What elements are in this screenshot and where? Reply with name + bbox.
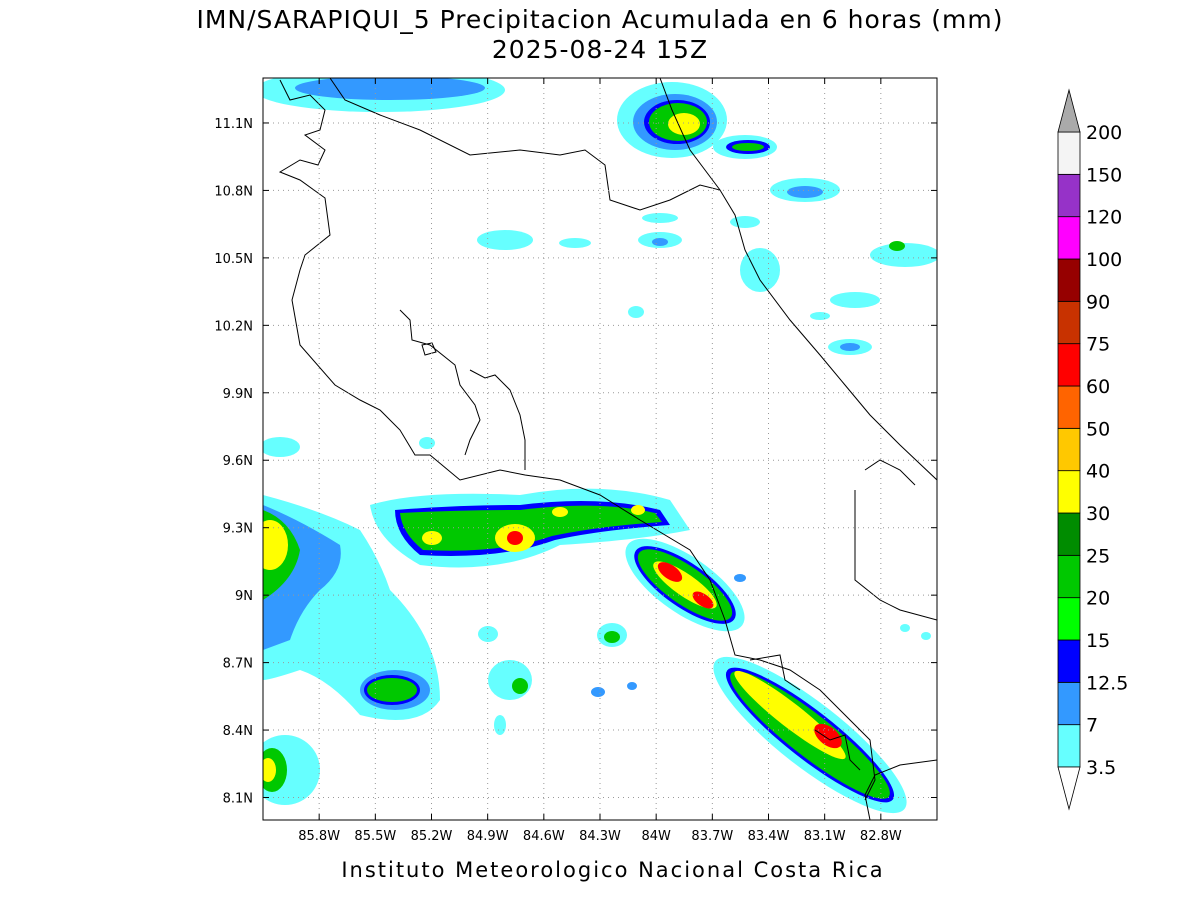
y-tick-label: 9.9N xyxy=(223,387,253,402)
colorbar-box xyxy=(1057,385,1081,429)
colorbar-box xyxy=(1057,343,1081,387)
y-tick-label: 9.3N xyxy=(223,522,253,537)
colorbar-label: 40 xyxy=(1086,461,1110,483)
colorbar-box xyxy=(1057,681,1081,726)
x-tick-label: 83.1W xyxy=(804,829,846,844)
y-tick-label: 9.6N xyxy=(223,454,253,469)
colorbar-over xyxy=(1057,88,1081,133)
x-tick-label: 83.4W xyxy=(748,829,790,844)
x-tick-label: 84.9W xyxy=(467,829,509,844)
colorbar-label: 75 xyxy=(1086,334,1110,356)
colorbar-label: 3.5 xyxy=(1086,757,1116,779)
colorbar-box xyxy=(1057,300,1081,345)
y-tick-label: 8.1N xyxy=(223,792,253,807)
x-tick-label: 84.6W xyxy=(523,829,565,844)
colorbar-label: 25 xyxy=(1086,545,1110,567)
colorbar-box xyxy=(1057,427,1081,472)
footer: Instituto Meteorologico Nacional Costa R… xyxy=(341,858,884,882)
colorbar-label: 90 xyxy=(1086,291,1110,313)
colorbar-box xyxy=(1057,639,1081,683)
colorbar-box xyxy=(1057,512,1081,556)
colorbar-box xyxy=(1057,216,1081,260)
colorbar-box xyxy=(1057,470,1081,514)
x-tick-label: 85.2W xyxy=(411,829,453,844)
colorbar-label: 30 xyxy=(1086,503,1110,525)
y-tick-label: 8.7N xyxy=(223,657,253,672)
colorbar-box xyxy=(1057,131,1081,175)
plot-frame xyxy=(262,77,938,821)
colorbar-label: 7 xyxy=(1086,715,1098,737)
y-tick-label: 10.2N xyxy=(214,319,253,334)
x-tick-label: 84W xyxy=(641,829,671,844)
title: IMN/SARAPIQUI_5 Precipitacion Acumulada … xyxy=(196,5,1003,34)
colorbar-under xyxy=(1057,766,1081,811)
colorbar-label: 15 xyxy=(1086,630,1110,652)
colorbar-box xyxy=(1057,173,1081,218)
colorbar-box xyxy=(1057,258,1081,302)
colorbar-label: 150 xyxy=(1086,164,1122,186)
x-tick-label: 82.8W xyxy=(860,829,902,844)
subtitle: 2025-08-24 15Z xyxy=(492,35,708,64)
colorbar-label: 200 xyxy=(1086,122,1122,144)
y-tick-label: 10.5N xyxy=(214,252,253,267)
precip-field xyxy=(263,78,937,814)
colorbar-box xyxy=(1057,597,1081,641)
colorbar-label: 20 xyxy=(1086,588,1110,610)
coastlines xyxy=(278,78,937,820)
x-tick-label: 84.3W xyxy=(579,829,621,844)
x-tick-label: 85.5W xyxy=(354,829,396,844)
x-tick-label: 85.8W xyxy=(298,829,340,844)
colorbar-box xyxy=(1057,554,1081,599)
colorbar-box xyxy=(1057,724,1081,768)
y-tick-label: 8.4N xyxy=(223,724,253,739)
y-tick-label: 11.1N xyxy=(214,117,253,132)
colorbar-label: 60 xyxy=(1086,376,1110,398)
axes: 85.8W 85.5W 85.2W 84.9W 84.6W 84.3W 84W 83.7W 83… xyxy=(214,78,937,844)
x-tick-label: 83.7W xyxy=(691,829,733,844)
y-tick-label: 9N xyxy=(235,589,253,604)
colorbar-label: 12.5 xyxy=(1086,672,1128,694)
colorbar-label: 100 xyxy=(1086,249,1122,271)
y-tick-label: 10.8N xyxy=(214,184,253,199)
colorbar-label: 120 xyxy=(1086,207,1122,229)
colorbar-label: 50 xyxy=(1086,418,1110,440)
